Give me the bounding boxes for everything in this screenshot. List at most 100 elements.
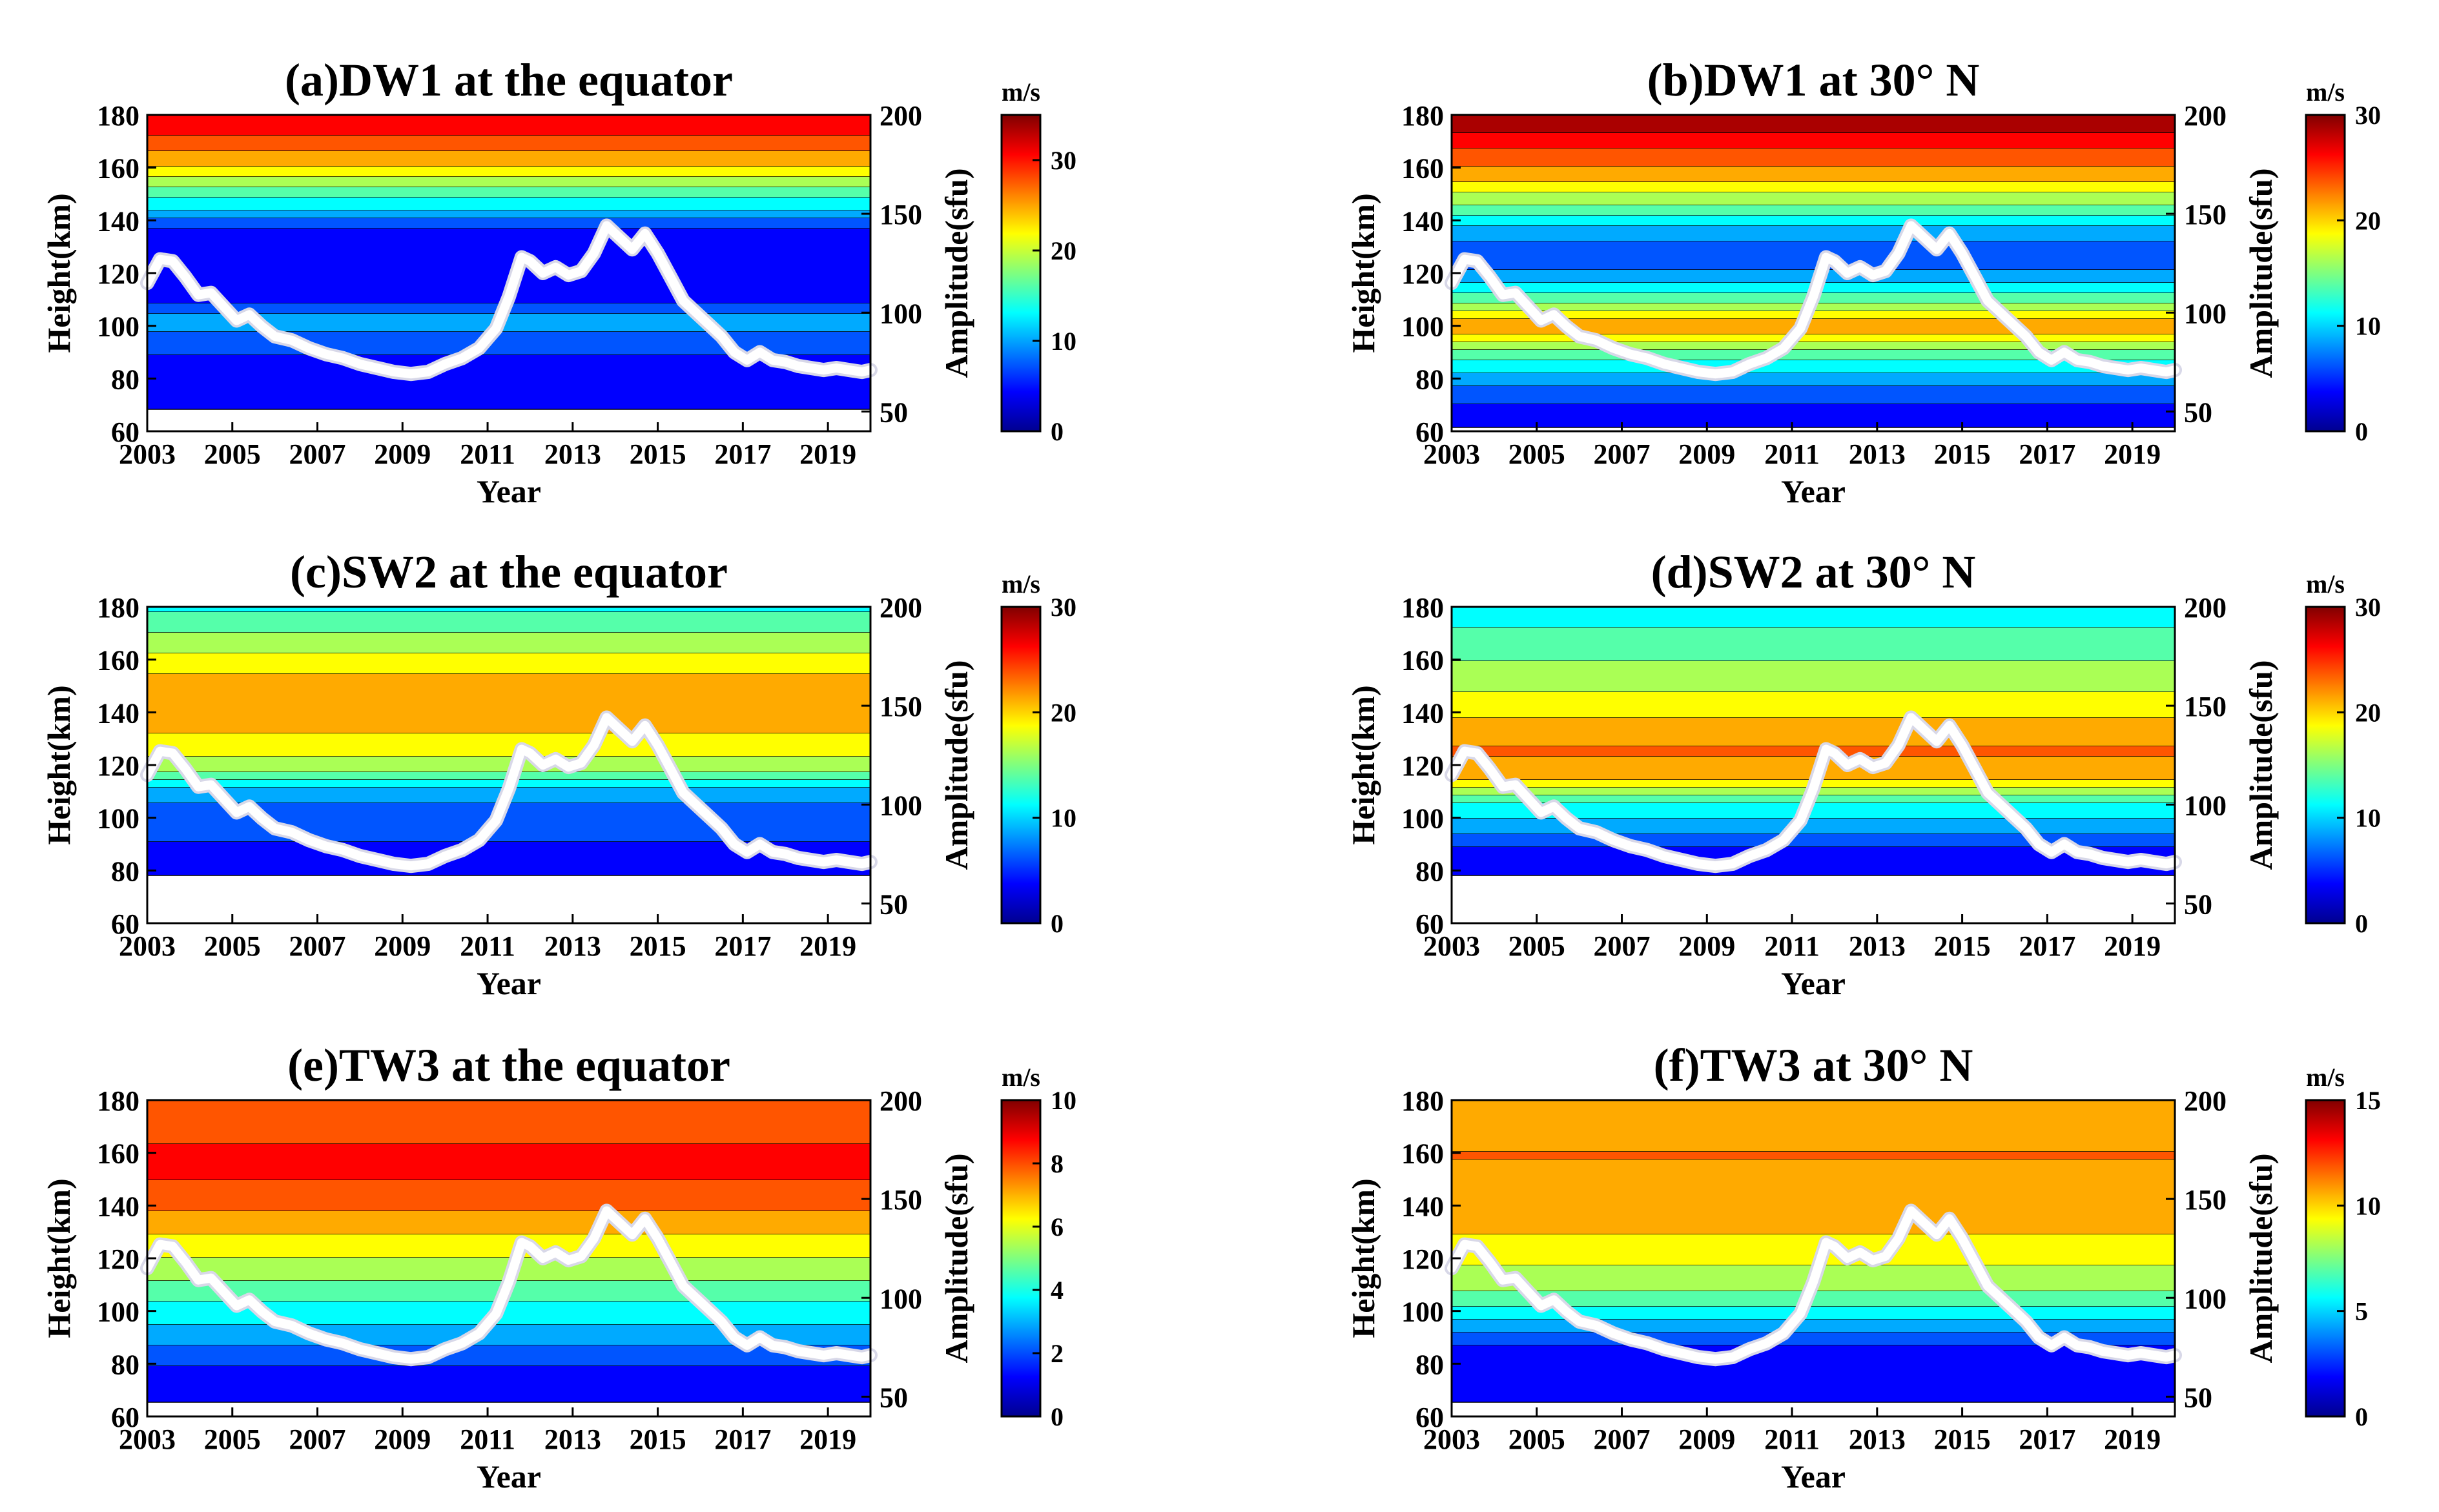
y-tick-label: 160 <box>97 645 139 677</box>
y2-tick-label: 150 <box>2184 691 2227 722</box>
panel-title: (b)DW1 at 30° N <box>1647 54 1980 106</box>
y-tick-label: 140 <box>97 1190 139 1222</box>
x-tick-label: 2015 <box>630 1424 686 1455</box>
y2-tick-label: 50 <box>2184 888 2212 920</box>
contour-band <box>1452 718 2175 746</box>
y-tick-label: 60 <box>1415 1402 1444 1433</box>
colorbar-unit: m/s <box>2306 77 2345 107</box>
contour-band <box>147 653 870 674</box>
colorbar-tick-label: 30 <box>1051 593 1076 622</box>
panel-title: (d)SW2 at 30° N <box>1651 546 1976 598</box>
y-axis-label: Height(km) <box>1345 685 1381 844</box>
panel-e: (e)TW3 at the equator6080100120140160180… <box>41 1039 1076 1495</box>
contour-band <box>147 151 870 167</box>
f107-line <box>1447 1206 2179 1364</box>
colorbar-tick-label: 30 <box>2355 101 2381 130</box>
x-tick-label: 2013 <box>1849 1424 1906 1455</box>
x-tick-label: 2017 <box>2019 930 2075 962</box>
x-tick-label: 2017 <box>2019 438 2075 470</box>
contour-band <box>1452 148 2175 167</box>
y2-tick-label: 50 <box>880 888 908 920</box>
x-tick-label: 2005 <box>1508 930 1565 962</box>
x-tick-label: 2005 <box>1508 1424 1565 1455</box>
contour-band <box>1452 607 2175 628</box>
y2-tick-label: 150 <box>880 199 922 230</box>
contour-band <box>147 210 870 218</box>
contour-band <box>147 167 870 177</box>
contour-band <box>147 1366 870 1402</box>
y2-axis-label: Amplitude(sfu) <box>938 1153 974 1363</box>
colorbar-tick-label: 20 <box>2355 206 2381 235</box>
y-axis-label: Height(km) <box>41 685 77 844</box>
y-tick-label: 100 <box>1401 311 1444 343</box>
y-tick-label: 160 <box>1401 1138 1444 1170</box>
contour-band <box>147 1100 870 1144</box>
contour-band <box>147 633 870 653</box>
y-tick-label: 120 <box>97 258 139 290</box>
x-tick-label: 2009 <box>374 1424 431 1455</box>
y2-axis-label: Amplitude(sfu) <box>2243 168 2279 378</box>
x-tick-label: 2013 <box>544 438 601 470</box>
y-tick-label: 80 <box>1415 363 1444 395</box>
colorbar-unit: m/s <box>1002 1063 1040 1092</box>
f107-line <box>143 713 875 871</box>
x-tick-label: 2015 <box>1934 930 1991 962</box>
contour-band <box>147 1345 870 1366</box>
y-tick-label: 100 <box>1401 1296 1444 1328</box>
contour-band <box>1452 373 2175 386</box>
y2-axis-label: Amplitude(sfu) <box>938 168 974 378</box>
y2-tick-label: 50 <box>880 396 908 428</box>
x-tick-label: 2011 <box>460 930 515 962</box>
colorbar <box>1000 1099 1042 1418</box>
colorbar-tick-label: 10 <box>2355 312 2381 341</box>
contour-band <box>1452 182 2175 192</box>
y-tick-label: 180 <box>97 1085 139 1117</box>
contour-band <box>1452 241 2175 270</box>
y-tick-label: 80 <box>111 1349 139 1380</box>
y-tick-label: 100 <box>97 803 139 835</box>
x-tick-label: 2019 <box>2104 438 2161 470</box>
contour-band <box>147 1234 870 1258</box>
x-tick-label: 2015 <box>630 438 686 470</box>
x-tick-label: 2005 <box>204 1424 261 1455</box>
colorbar <box>2305 114 2346 433</box>
y-tick-label: 100 <box>1401 803 1444 835</box>
contour-band <box>147 674 870 733</box>
x-tick-label: 2003 <box>119 930 176 962</box>
y2-tick-label: 100 <box>880 1283 922 1314</box>
y-axis-label: Height(km) <box>1345 193 1381 352</box>
y2-tick-label: 50 <box>2184 396 2212 428</box>
y2-tick-label: 100 <box>2184 1283 2227 1314</box>
panel-c: (c)SW2 at the equator6080100120140160180… <box>41 546 1076 1001</box>
x-tick-label: 2003 <box>1423 930 1480 962</box>
y2-tick-label: 100 <box>880 298 922 329</box>
contour-band <box>147 612 870 633</box>
y2-axis-label: Amplitude(sfu) <box>2243 1153 2279 1363</box>
x-tick-label: 2013 <box>544 1424 601 1455</box>
colorbar-tick-label: 20 <box>2355 698 2381 727</box>
x-tick-label: 2009 <box>1678 438 1735 470</box>
f107-line <box>1447 221 2179 379</box>
x-tick-label: 2007 <box>289 1424 346 1455</box>
x-tick-label: 2005 <box>1508 438 1565 470</box>
y-tick-label: 60 <box>1415 908 1444 940</box>
x-tick-label: 2019 <box>799 438 856 470</box>
y-tick-label: 60 <box>111 1402 139 1433</box>
x-tick-label: 2019 <box>2104 930 2161 962</box>
contour-band <box>147 177 870 187</box>
y2-tick-label: 150 <box>880 1184 922 1216</box>
colorbar <box>2305 606 2346 925</box>
x-tick-label: 2015 <box>1934 1424 1991 1455</box>
contour-band <box>1452 133 2175 148</box>
x-tick-label: 2003 <box>1423 438 1480 470</box>
y-tick-label: 140 <box>1401 1190 1444 1222</box>
y-tick-label: 160 <box>1401 645 1444 677</box>
x-tick-label: 2015 <box>630 930 686 962</box>
x-axis-label: Year <box>477 965 541 1001</box>
y-tick-label: 160 <box>1401 153 1444 185</box>
x-axis-label: Year <box>1781 965 1846 1001</box>
y-tick-label: 120 <box>97 750 139 782</box>
y-tick-label: 80 <box>1415 855 1444 887</box>
contour-band <box>1452 205 2175 216</box>
y-axis-label: Height(km) <box>41 1178 77 1338</box>
